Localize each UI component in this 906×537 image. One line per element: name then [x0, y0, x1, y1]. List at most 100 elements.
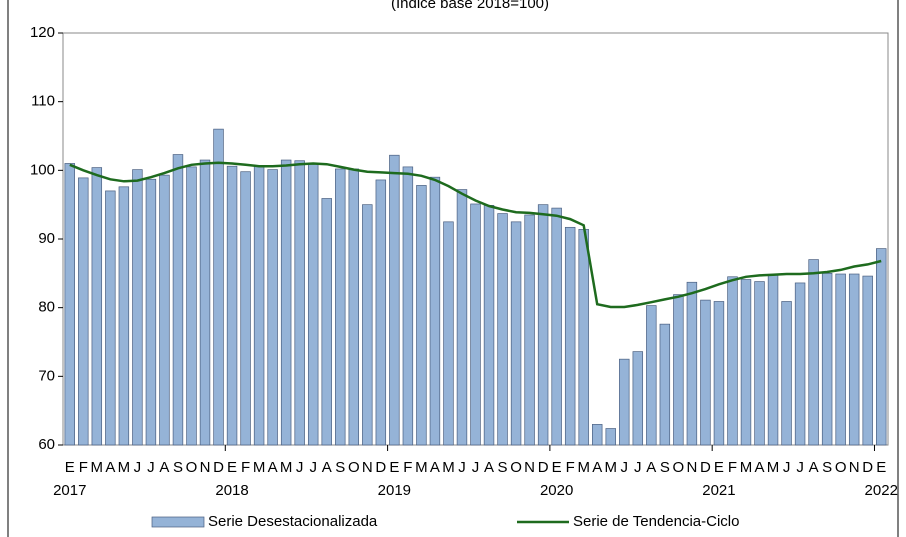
- bar: [389, 154, 400, 446]
- bar: [740, 279, 752, 446]
- bar: [713, 301, 725, 446]
- x-tick-label: J: [147, 459, 155, 476]
- bar: [551, 207, 562, 446]
- bar: [402, 166, 414, 446]
- x-tick-label: A: [268, 459, 278, 476]
- bar: [700, 299, 711, 446]
- y-tick-label: 80: [38, 299, 55, 316]
- y-tick-label: 110: [31, 93, 55, 110]
- bar: [91, 167, 103, 446]
- x-year-label: 2020: [540, 482, 573, 499]
- bar: [686, 281, 698, 446]
- x-tick-label: O: [673, 459, 685, 476]
- bar: [186, 166, 197, 446]
- bar: [497, 213, 508, 446]
- bar: [213, 128, 224, 446]
- bar: [267, 169, 278, 446]
- chart-subtitle: (Índice base 2018=100): [391, 0, 549, 12]
- y-tick-label: 120: [30, 24, 55, 41]
- x-tick-label: E: [389, 459, 399, 476]
- x-tick-label: E: [714, 459, 724, 476]
- bar: [524, 214, 535, 446]
- x-tick-label: D: [538, 459, 549, 476]
- x-tick-label: M: [91, 459, 104, 476]
- x-tick-label: A: [322, 459, 332, 476]
- x-tick-label: D: [862, 459, 873, 476]
- bar: [578, 229, 589, 446]
- bar: [132, 169, 143, 446]
- bar: [118, 186, 130, 446]
- x-tick-label: N: [200, 459, 211, 476]
- bar: [592, 424, 603, 446]
- y-tick-label: 60: [38, 436, 55, 453]
- bar: [767, 274, 779, 446]
- bar: [754, 281, 765, 446]
- bar: [470, 203, 481, 446]
- bar: [443, 221, 454, 446]
- bar: [835, 273, 846, 446]
- x-tick-label: S: [173, 459, 183, 476]
- x-tick-label: J: [796, 459, 804, 476]
- x-tick-label: D: [375, 459, 386, 476]
- x-tick-label: D: [700, 459, 711, 476]
- bar: [483, 205, 495, 446]
- x-tick-label: M: [740, 459, 753, 476]
- bar: [78, 177, 89, 446]
- x-year-label: 2017: [53, 482, 86, 499]
- x-tick-label: S: [822, 459, 832, 476]
- x-tick-label: O: [510, 459, 522, 476]
- bar: [335, 168, 346, 446]
- bar: [862, 275, 873, 446]
- bar: [105, 190, 116, 446]
- bar: [537, 204, 549, 446]
- bar: [848, 273, 860, 446]
- y-tick-label: 100: [30, 161, 55, 178]
- bar: [307, 163, 319, 446]
- x-tick-label: M: [577, 459, 590, 476]
- bar: [510, 221, 522, 446]
- bar: [362, 204, 373, 446]
- bar: [145, 178, 157, 446]
- bar: [781, 301, 792, 446]
- x-tick-label: O: [835, 459, 847, 476]
- bar: [673, 294, 684, 446]
- x-tick-label: J: [309, 459, 317, 476]
- x-tick-label: N: [524, 459, 535, 476]
- x-tick-label: M: [118, 459, 131, 476]
- x-tick-label: J: [134, 459, 142, 476]
- y-tick-label: 90: [38, 230, 55, 247]
- bar: [808, 259, 819, 446]
- x-tick-label: A: [646, 459, 656, 476]
- x-year-label: 2018: [215, 482, 248, 499]
- bar: [876, 248, 887, 446]
- x-tick-label: E: [65, 459, 75, 476]
- bar: [429, 176, 441, 446]
- bar: [605, 428, 616, 446]
- x-tick-label: J: [458, 459, 466, 476]
- x-tick-label: J: [296, 459, 304, 476]
- bar: [564, 226, 576, 446]
- bar: [456, 189, 468, 446]
- bar: [619, 358, 630, 446]
- x-year-label: 2021: [702, 482, 735, 499]
- x-tick-label: J: [783, 459, 791, 476]
- x-tick-label: N: [686, 459, 697, 476]
- x-tick-label: A: [430, 459, 440, 476]
- bar: [199, 159, 211, 446]
- bar: [727, 276, 738, 446]
- x-tick-label: M: [442, 459, 455, 476]
- y-tick-label: 70: [38, 367, 55, 384]
- bar: [226, 165, 238, 446]
- x-tick-label: M: [253, 459, 266, 476]
- bar: [646, 305, 657, 446]
- x-tick-label: S: [335, 459, 345, 476]
- x-tick-label: D: [213, 459, 224, 476]
- x-tick-label: N: [849, 459, 860, 476]
- x-tick-label: A: [592, 459, 602, 476]
- x-tick-label: M: [415, 459, 428, 476]
- x-tick-label: J: [634, 459, 642, 476]
- bar: [632, 351, 644, 446]
- x-tick-label: F: [241, 459, 250, 476]
- x-tick-label: E: [227, 459, 237, 476]
